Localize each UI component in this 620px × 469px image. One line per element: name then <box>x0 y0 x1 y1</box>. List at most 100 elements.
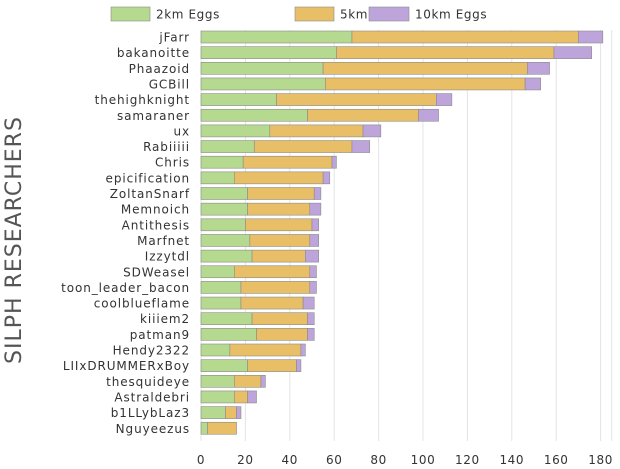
category-label: Chris <box>155 156 190 170</box>
legend-swatch <box>110 6 151 22</box>
bar-epicification-2km-eggs <box>200 171 235 185</box>
category-label: Memnoich <box>121 203 190 217</box>
category-label: jFarr <box>158 31 190 45</box>
bar-kiiiem2-5km-eggs <box>251 312 308 326</box>
category-label: thesquideye <box>106 375 190 389</box>
bar-Memnoich-2km-eggs <box>200 202 248 216</box>
category-label: LIIxDRUMMERxBoy <box>63 359 190 373</box>
bar-Rabiiiii-2km-eggs <box>200 140 255 153</box>
bar-thesquideye-5km-eggs <box>234 374 262 388</box>
y-axis-title: SILPH RESEARCHERS <box>2 116 27 364</box>
category-label: samaraner <box>117 109 190 123</box>
category-label: toon_leader_bacon <box>61 281 190 295</box>
bar-bakanoitte-10km-eggs <box>553 46 593 59</box>
bar-patman9-2km-eggs <box>200 328 257 341</box>
bar-samaraner-2km-eggs <box>200 108 308 122</box>
x-tick-label: 20 <box>237 453 253 467</box>
category-label: Antithesis <box>122 218 190 232</box>
x-tick-label: 80 <box>370 453 386 467</box>
x-tick-label: 100 <box>411 453 436 467</box>
bar-SDWeasel-2km-eggs <box>200 265 235 279</box>
bar-jFarr-10km-eggs <box>578 30 604 44</box>
category-label: Astraldebri <box>114 390 190 404</box>
category-label: Hendy2322 <box>113 344 190 358</box>
category-label: Rabiiiii <box>143 140 190 154</box>
bar-Phaazoid-2km-eggs <box>200 61 324 75</box>
legend-swatch <box>368 6 410 22</box>
bar-ZoltanSnarf-5km-eggs <box>247 187 315 200</box>
bar-ux-10km-eggs <box>362 124 382 138</box>
category-label: kiiiem2 <box>140 312 190 326</box>
category-label: Nguyeezus <box>116 422 190 436</box>
bar-LIIxDRUMMERxBoy-5km-eggs <box>247 359 297 372</box>
bar-b1LLybLaz3-10km-eggs <box>236 406 242 419</box>
category-label: SDWeasel <box>123 265 190 279</box>
bar-GCBill-5km-eggs <box>325 77 526 91</box>
category-label: coolblueflame <box>94 297 190 311</box>
legend-label: 10km Eggs <box>415 8 487 22</box>
category-label: patman9 <box>130 328 190 342</box>
bar-Marfnet-5km-eggs <box>249 234 311 247</box>
bar-thesquideye-10km-eggs <box>260 374 266 388</box>
bar-Chris-10km-eggs <box>331 155 337 169</box>
bar-bakanoitte-5km-eggs <box>336 46 555 59</box>
bar-Marfnet-10km-eggs <box>309 234 319 247</box>
bar-thehighknight-5km-eggs <box>276 93 437 106</box>
bar-samaraner-10km-eggs <box>418 108 439 122</box>
bar-coolblueflame-10km-eggs <box>302 296 315 310</box>
bar-Memnoich-5km-eggs <box>247 202 311 216</box>
bar-Astraldebri-2km-eggs <box>200 390 235 404</box>
bar-Antithesis-2km-eggs <box>200 218 246 232</box>
bar-bakanoitte-2km-eggs <box>200 46 337 59</box>
bar-coolblueflame-5km-eggs <box>240 296 304 310</box>
bar-GCBill-2km-eggs <box>200 77 326 91</box>
category-label: bakanoitte <box>117 46 190 60</box>
category-label: Izzytdl <box>145 250 190 264</box>
legend-swatch <box>294 6 335 22</box>
bar-Antithesis-5km-eggs <box>245 218 313 232</box>
bar-jFarr-2km-eggs <box>200 30 353 44</box>
category-label: epicification <box>106 171 190 185</box>
x-tick-label: 120 <box>455 453 480 467</box>
bar-Memnoich-10km-eggs <box>309 202 322 216</box>
x-tick-label: 0 <box>197 453 205 467</box>
x-tick-label: 40 <box>282 453 298 467</box>
bar-Izzytdl-10km-eggs <box>305 249 319 263</box>
legend-item-10km-eggs: 10km Eggs <box>368 6 487 22</box>
bar-LIIxDRUMMERxBoy-2km-eggs <box>200 359 248 372</box>
bar-Chris-5km-eggs <box>242 155 333 169</box>
bar-ux-5km-eggs <box>269 124 364 138</box>
x-tick-label: 180 <box>588 453 613 467</box>
bar-epicification-5km-eggs <box>234 171 324 185</box>
bar-epicification-10km-eggs <box>322 171 331 185</box>
x-tick-label: 60 <box>326 453 342 467</box>
bar-GCBill-10km-eggs <box>524 77 541 91</box>
category-label: ZoltanSnarf <box>110 187 190 201</box>
bar-thehighknight-10km-eggs <box>436 93 453 106</box>
x-tick-label: 140 <box>499 453 524 467</box>
category-label: Phaazoid <box>129 62 190 76</box>
bar-Rabiiiii-10km-eggs <box>351 140 371 153</box>
bar-Rabiiiii-5km-eggs <box>253 140 353 153</box>
bar-Nguyeezus-5km-eggs <box>207 421 237 435</box>
bar-Astraldebri-10km-eggs <box>247 390 257 404</box>
bar-Hendy2322-10km-eggs <box>300 343 306 357</box>
category-label: Marfnet <box>137 234 190 248</box>
bar-toon_leader_bacon-5km-eggs <box>240 281 311 294</box>
bar-SDWeasel-5km-eggs <box>234 265 311 279</box>
category-label: ux <box>173 124 190 138</box>
bar-Nguyeezus-2km-eggs <box>200 421 208 435</box>
x-tick-label: 160 <box>544 453 569 467</box>
legend-item-2km-eggs: 2km Eggs <box>110 6 220 22</box>
category-label: GCBill <box>149 77 190 91</box>
bar-Hendy2322-2km-eggs <box>200 343 231 357</box>
bar-kiiiem2-10km-eggs <box>307 312 315 326</box>
legend-label: 2km Eggs <box>156 8 220 22</box>
bar-b1LLybLaz3-2km-eggs <box>200 406 226 419</box>
bar-Antithesis-10km-eggs <box>311 218 319 232</box>
bar-patman9-10km-eggs <box>307 328 315 341</box>
bar-ux-2km-eggs <box>200 124 271 138</box>
bar-Astraldebri-5km-eggs <box>234 390 248 404</box>
